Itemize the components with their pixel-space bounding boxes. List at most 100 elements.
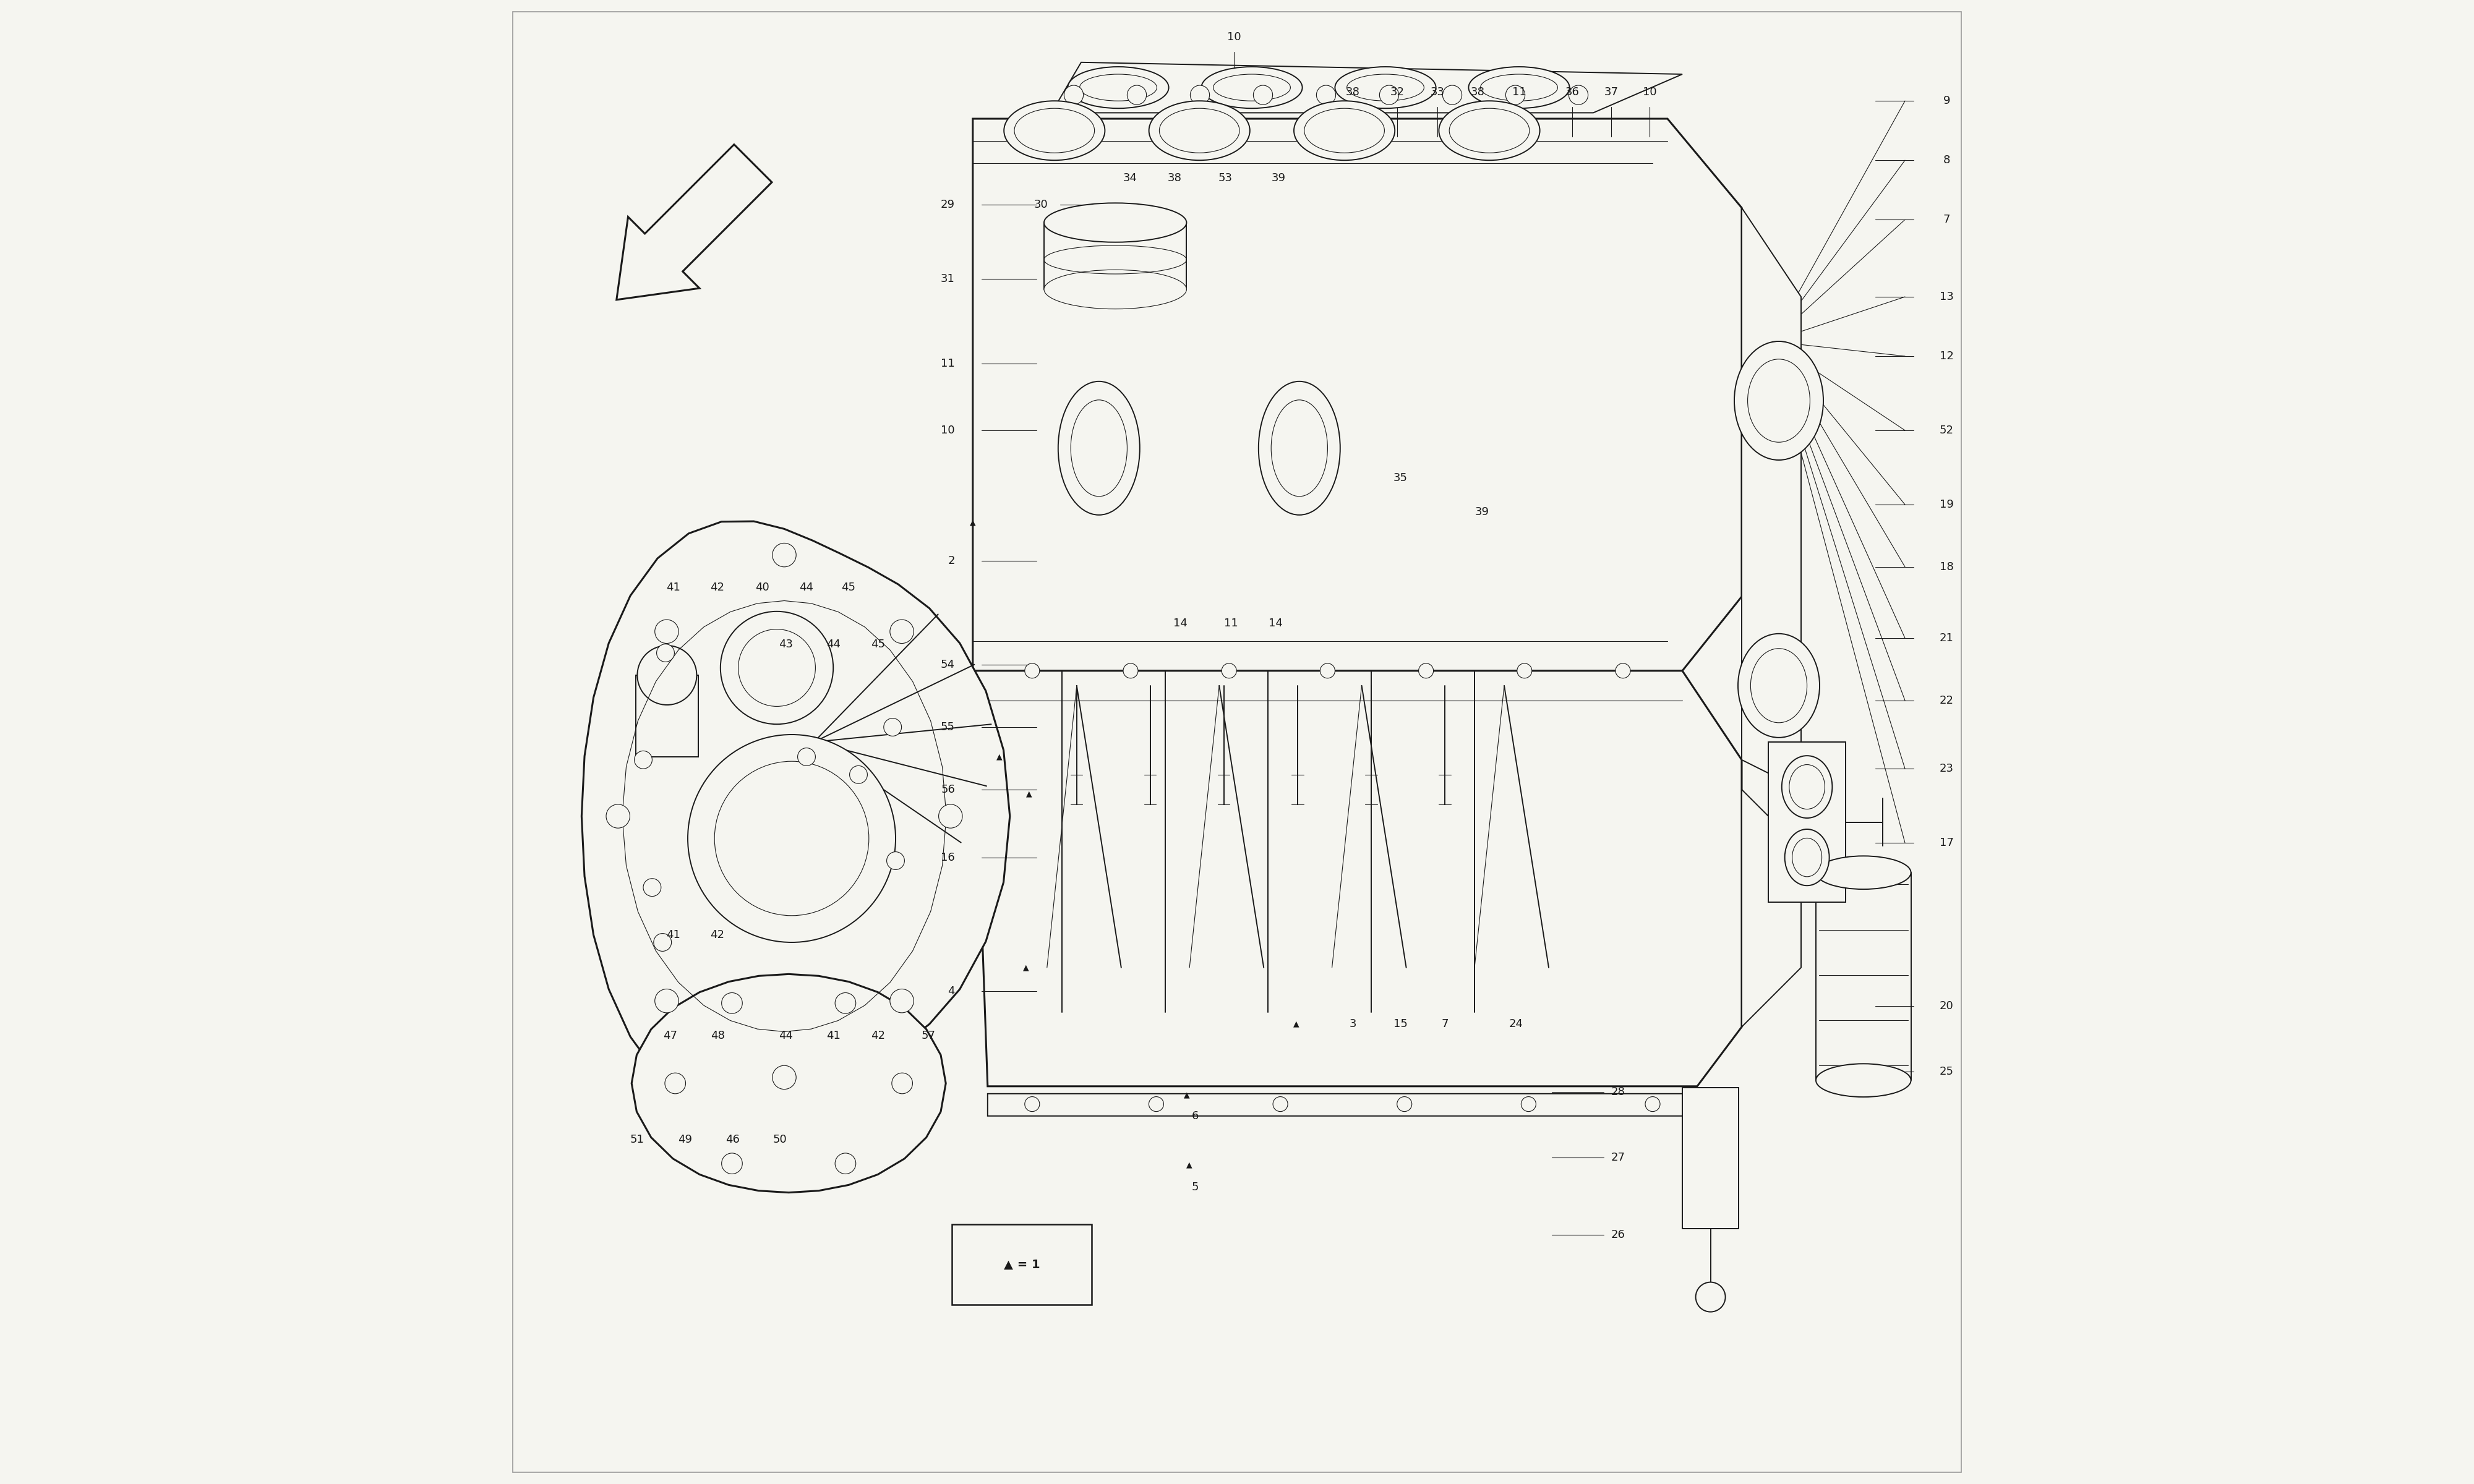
Text: 42: 42 [710,929,725,941]
Circle shape [720,611,834,724]
Polygon shape [1742,789,1801,1027]
Text: ▲: ▲ [1294,1020,1299,1028]
Circle shape [1128,85,1145,104]
Ellipse shape [1816,856,1910,889]
Text: 41: 41 [826,1030,841,1042]
Text: 25: 25 [1940,1066,1954,1077]
Polygon shape [616,144,772,300]
Text: 32: 32 [1390,86,1405,98]
Ellipse shape [1336,67,1435,108]
Text: 33: 33 [1430,86,1445,98]
Ellipse shape [1294,101,1395,160]
Text: 10: 10 [940,424,955,436]
Bar [1769,742,1846,902]
Circle shape [722,993,742,1014]
Text: 51: 51 [631,1134,643,1146]
Circle shape [797,748,816,766]
Circle shape [772,1066,797,1089]
Text: 40: 40 [755,582,769,594]
Text: 45: 45 [871,638,886,650]
Text: 26: 26 [1611,1229,1625,1241]
Text: 7: 7 [1942,214,1950,226]
Text: 22: 22 [1940,695,1954,706]
Ellipse shape [1479,74,1559,101]
Bar [636,675,698,757]
Circle shape [643,879,661,896]
Text: 14: 14 [1173,617,1188,629]
Ellipse shape [1346,74,1425,101]
Circle shape [1024,663,1039,678]
Polygon shape [987,1094,1727,1116]
Circle shape [1398,1097,1413,1112]
Circle shape [891,988,913,1012]
Text: 12: 12 [1940,350,1954,362]
Text: 17: 17 [1940,837,1954,849]
Text: 21: 21 [1940,632,1954,644]
Polygon shape [1051,62,1682,113]
Text: 38: 38 [1470,86,1484,98]
Text: 28: 28 [1611,1086,1625,1098]
Ellipse shape [1450,108,1529,153]
Polygon shape [972,671,1742,1086]
Text: 49: 49 [678,1134,693,1146]
Circle shape [1123,663,1138,678]
Text: 35: 35 [1393,472,1408,484]
Circle shape [891,620,913,644]
Circle shape [688,735,896,942]
Ellipse shape [1784,830,1828,886]
Text: 9: 9 [1942,95,1950,107]
Ellipse shape [1789,764,1826,809]
Circle shape [849,766,868,784]
Text: 45: 45 [841,582,856,594]
Text: ▲ = 1: ▲ = 1 [1004,1258,1039,1270]
Text: 10: 10 [1227,31,1242,43]
Text: 27: 27 [1611,1152,1625,1163]
Text: 46: 46 [725,1134,740,1146]
Circle shape [1316,85,1336,104]
Text: ▲: ▲ [1183,1091,1190,1100]
Text: 4: 4 [948,985,955,997]
Ellipse shape [1272,399,1329,496]
Circle shape [1507,85,1524,104]
Circle shape [1024,1097,1039,1112]
Text: 11: 11 [1512,86,1526,98]
Circle shape [633,751,653,769]
Ellipse shape [1004,101,1106,160]
Circle shape [715,761,868,916]
Text: ▲: ▲ [997,752,1002,761]
Text: 43: 43 [779,638,792,650]
Circle shape [891,1073,913,1094]
Text: 44: 44 [779,1030,792,1042]
Circle shape [722,1153,742,1174]
Text: 52: 52 [1940,424,1954,436]
Circle shape [1616,663,1630,678]
Circle shape [836,993,856,1014]
Ellipse shape [1014,108,1094,153]
Ellipse shape [1781,755,1833,818]
Polygon shape [972,119,1742,671]
Text: 56: 56 [940,784,955,795]
Ellipse shape [1747,359,1811,442]
Text: 42: 42 [710,582,725,594]
Circle shape [886,852,905,870]
Text: 3: 3 [1348,1018,1356,1030]
Text: 36: 36 [1566,86,1578,98]
Text: 11: 11 [1225,617,1237,629]
Text: 31: 31 [940,273,955,285]
Text: 48: 48 [710,1030,725,1042]
Text: 14: 14 [1269,617,1282,629]
Text: 19: 19 [1940,499,1954,510]
Ellipse shape [1059,381,1141,515]
Text: 39: 39 [1475,506,1489,518]
Circle shape [737,629,816,706]
Ellipse shape [1044,270,1188,309]
Text: 57: 57 [920,1030,935,1042]
Polygon shape [1742,208,1801,789]
Circle shape [1569,85,1588,104]
Text: 54: 54 [940,659,955,671]
Ellipse shape [1470,67,1569,108]
Text: 7: 7 [1442,1018,1447,1030]
Circle shape [938,804,962,828]
Circle shape [1442,85,1462,104]
Text: ▲: ▲ [1024,963,1029,972]
